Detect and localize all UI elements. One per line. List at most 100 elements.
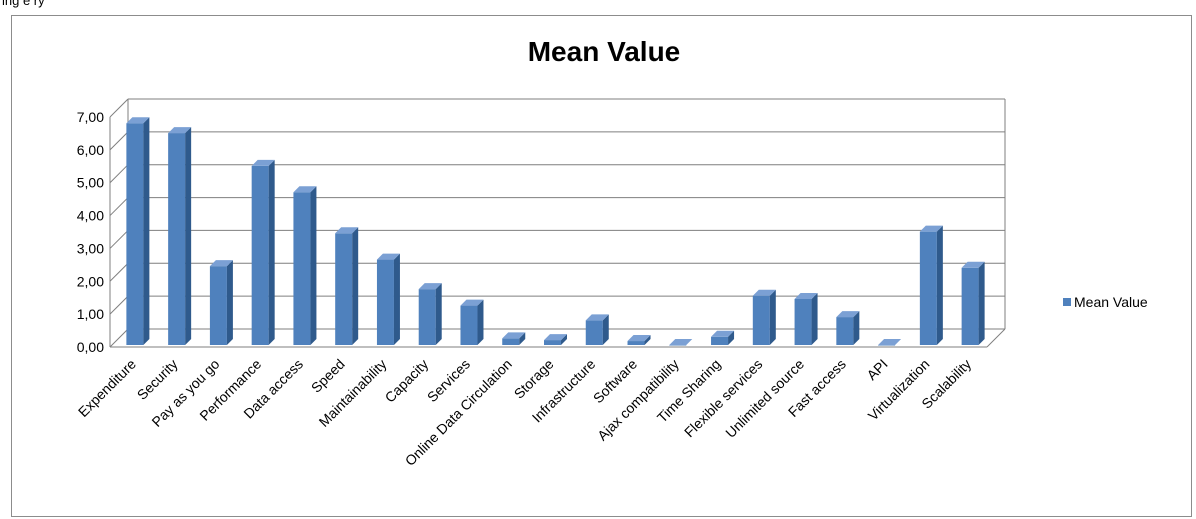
bar-9 — [502, 332, 526, 345]
bar-front — [627, 341, 645, 345]
bar-19 — [919, 225, 943, 345]
bar-17 — [836, 311, 860, 345]
bar-side — [936, 225, 943, 345]
gridline-side — [109, 98, 129, 118]
bar-3 — [251, 159, 275, 345]
bar-front — [502, 338, 520, 345]
chart-area: Mean Value 0,00 1,00 2,00 3,00 4,00 5,00 6,00 7… — [11, 15, 1192, 517]
bar-front — [961, 267, 979, 345]
y-tick-label: 6,00 — [77, 142, 104, 158]
bar-front — [293, 192, 311, 345]
bar-0 — [126, 117, 150, 345]
bar-side — [519, 332, 526, 345]
bar-front — [126, 123, 144, 345]
bar-top — [460, 299, 484, 306]
bar-18 — [878, 339, 902, 346]
gridline-side — [109, 328, 129, 348]
y-tick-label: 4,00 — [77, 208, 104, 224]
bar-front — [376, 259, 394, 345]
x-tick-label: Speed — [308, 356, 348, 396]
bar-top — [878, 339, 902, 345]
bar-side — [310, 186, 317, 345]
bar-front — [836, 317, 854, 345]
bar-8 — [460, 299, 484, 345]
bar-side — [561, 334, 567, 345]
y-tick-label: 2,00 — [77, 273, 104, 289]
bar-side — [811, 293, 818, 345]
bar-14 — [711, 330, 735, 345]
bar-top — [585, 314, 609, 321]
x-tick-label: API — [863, 356, 890, 383]
bar-side — [268, 159, 275, 345]
bar-side — [435, 283, 442, 345]
bar-11 — [585, 314, 609, 345]
bar-1 — [168, 127, 192, 345]
y-tick-label: 5,00 — [77, 175, 104, 191]
bar-front — [711, 336, 729, 345]
gridline-side — [109, 131, 129, 151]
gridline-side — [109, 230, 129, 249]
bar-side — [853, 311, 860, 345]
bar-16 — [794, 293, 818, 345]
axes — [109, 99, 1006, 348]
bar-4 — [293, 186, 317, 345]
bar-top — [752, 289, 776, 296]
bar-side — [644, 335, 651, 345]
bar-side — [393, 253, 400, 345]
bars — [126, 117, 985, 346]
bar-front — [335, 233, 353, 345]
bar-top — [669, 339, 693, 345]
bar-top — [251, 159, 275, 166]
bar-7 — [418, 283, 442, 345]
bar-side — [477, 299, 484, 345]
bar-front — [168, 133, 186, 345]
x-tick-label: Expenditure — [75, 356, 139, 420]
bar-top — [293, 186, 317, 193]
x-tick-label: Capacity — [382, 356, 432, 406]
bar-front — [460, 305, 478, 345]
bar-20 — [961, 261, 985, 345]
bar-top — [794, 293, 818, 299]
legend: Mean Value — [1063, 294, 1148, 310]
bar-front — [251, 165, 269, 345]
y-tick-label: 3,00 — [77, 240, 104, 256]
y-tick-label: 7,00 — [77, 109, 104, 125]
bar-top — [711, 330, 735, 337]
bar-side — [226, 260, 233, 345]
bar-front — [418, 289, 436, 345]
bar-front — [544, 340, 561, 345]
bar-side — [352, 227, 359, 345]
bar-top — [627, 335, 651, 342]
chart-svg: Mean Value 0,00 1,00 2,00 3,00 4,00 5,00 6,00 7… — [75, 36, 1148, 469]
chart-title: Mean Value — [528, 36, 681, 67]
bar-front — [585, 320, 603, 345]
bar-15 — [752, 289, 776, 345]
bar-top — [961, 261, 985, 268]
bar-top — [418, 283, 442, 290]
bar-5 — [335, 227, 359, 345]
bar-front — [794, 299, 812, 345]
gridline-side — [109, 295, 129, 315]
bar-front — [209, 266, 227, 345]
bar-side — [143, 117, 150, 345]
y-tick-label: 0,00 — [77, 339, 104, 355]
bar-top — [836, 311, 860, 318]
bar-6 — [376, 253, 400, 345]
bar-top — [168, 127, 192, 134]
legend-label: Mean Value — [1074, 294, 1148, 310]
bar-2 — [209, 260, 233, 345]
bar-side — [728, 330, 735, 345]
bar-front — [669, 345, 687, 346]
bar-side — [602, 314, 609, 345]
y-tick-label: 1,00 — [77, 306, 104, 322]
bar-top — [376, 253, 400, 260]
caption-fragment: ing e ry — [0, 0, 1196, 16]
bar-top — [209, 260, 233, 267]
bar-front — [919, 231, 937, 345]
bar-front — [878, 345, 896, 346]
bar-side — [185, 127, 192, 345]
bar-front — [752, 295, 770, 345]
bar-side — [978, 261, 985, 345]
caption-fragment-text: ing e ry — [2, 0, 45, 8]
